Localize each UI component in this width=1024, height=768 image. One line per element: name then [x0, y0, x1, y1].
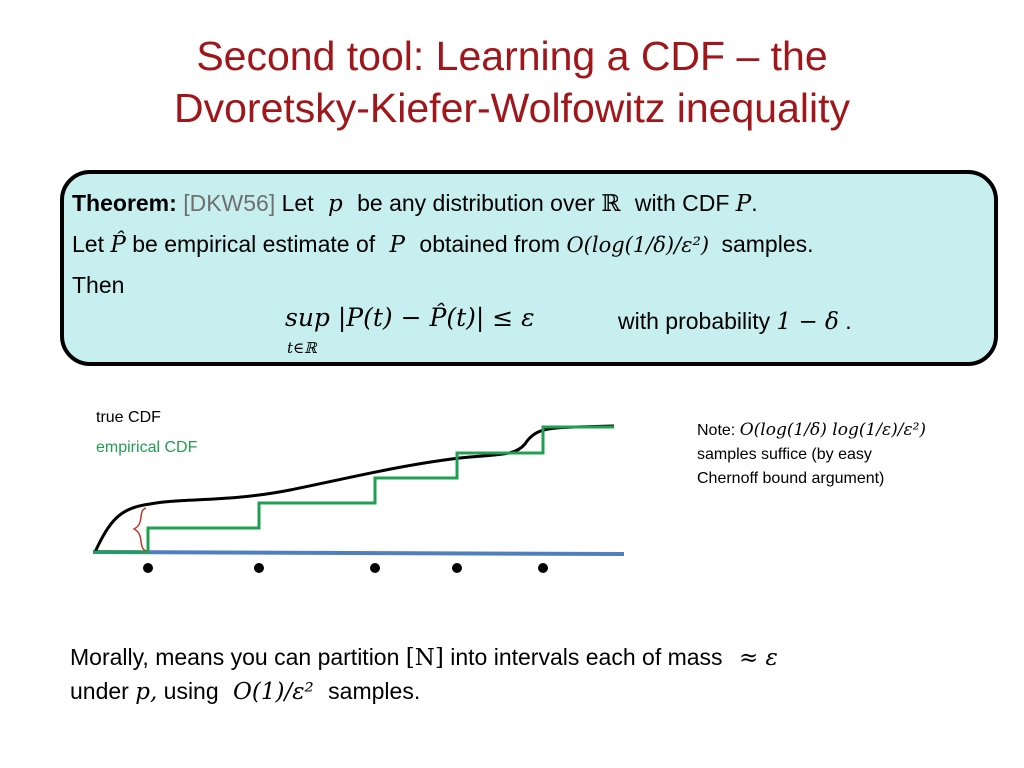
theorem-citation: [DKW56]	[183, 190, 276, 216]
sample-point	[254, 563, 264, 573]
text: be empirical estimate of	[132, 231, 376, 257]
bottom-line-2: under p, using O(1)/ε² samples.	[70, 678, 420, 705]
text: samples.	[328, 678, 421, 704]
reals-symbol: ℝ	[601, 191, 621, 217]
with-probability: with probability 1 − δ .	[618, 308, 852, 335]
set-N: [N]	[405, 645, 444, 671]
text: with CDF	[634, 190, 730, 216]
var-P-hat: P̂	[110, 232, 126, 258]
x-axis	[92, 550, 625, 556]
text: Let	[281, 190, 314, 216]
approx-epsilon: ≈ ε	[738, 645, 778, 671]
var-p: p,	[135, 679, 158, 705]
sample-point	[143, 563, 153, 573]
theorem-box	[60, 170, 998, 366]
text: obtained from	[419, 231, 561, 257]
theorem-label: Theorem:	[72, 190, 177, 216]
sup-subscript: t∈ℝ	[287, 339, 317, 357]
note-formula: O(log(1/δ) log(1/ε)/ε²)	[739, 420, 927, 440]
text: be any distribution over	[357, 190, 595, 216]
text: with probability	[618, 308, 771, 334]
text: Morally, means you can partition	[70, 644, 400, 670]
slide-title: Second tool: Learning a CDF – the Dvoret…	[0, 30, 1024, 134]
dkw-formula: sup |P(t) − P̂(t)| ≤ ε	[285, 303, 535, 332]
theorem-line-1: Theorem: [DKW56] Let p be any distributi…	[72, 190, 758, 217]
text: using	[163, 678, 219, 704]
text: .	[845, 308, 852, 334]
note-block: Note: O(log(1/δ) log(1/ε)/ε²) samples su…	[697, 418, 926, 491]
text: Let	[72, 231, 104, 257]
sample-bound: O(1)/ε²	[233, 679, 314, 705]
text: into intervals each of mass	[450, 644, 723, 670]
note-line-2: samples suffice (by easy	[697, 446, 872, 463]
text: samples.	[721, 231, 814, 257]
true-cdf-curve	[93, 424, 615, 553]
note-label: Note:	[697, 422, 736, 439]
legend-true-cdf: true CDF	[96, 409, 161, 426]
var-P: P	[735, 191, 752, 217]
bottom-line-1: Morally, means you can partition [N] int…	[70, 644, 778, 671]
text: .	[751, 190, 758, 216]
var-P: P	[389, 232, 406, 258]
probability-value: 1 − δ	[776, 309, 839, 335]
title-line-1: Second tool: Learning a CDF – the	[196, 33, 828, 79]
var-p: p	[327, 191, 343, 217]
theorem-line-3: Then	[72, 272, 125, 298]
sample-point	[538, 563, 548, 573]
sample-point	[452, 563, 462, 573]
note-line-3: Chernoff bound argument)	[697, 470, 885, 487]
note-line-1: Note: O(log(1/δ) log(1/ε)/ε²)	[697, 418, 926, 443]
error-brace	[132, 507, 147, 552]
theorem-line-2: Let P̂ be empirical estimate of P obtain…	[72, 231, 814, 258]
text: under	[70, 678, 129, 704]
title-line-2: Dvoretsky-Kiefer-Wolfowitz inequality	[174, 85, 850, 131]
sample-complexity: O(log(1/δ)/ε²)	[566, 233, 710, 257]
sample-point	[370, 563, 380, 573]
legend-empirical-cdf: empirical CDF	[96, 439, 198, 456]
empirical-cdf-steps	[93, 425, 614, 554]
